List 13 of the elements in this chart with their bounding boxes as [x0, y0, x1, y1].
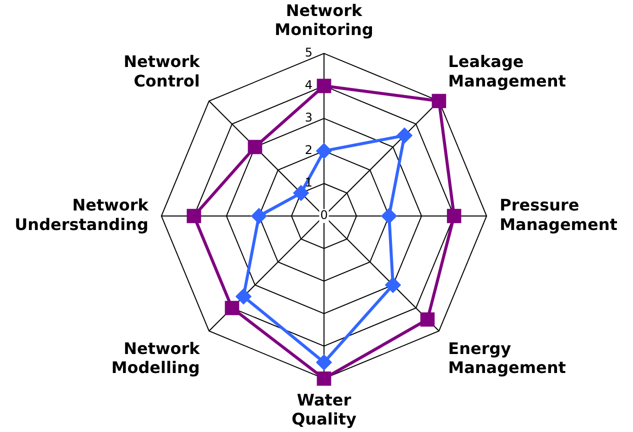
spoke-label: Leakage Management — [448, 52, 566, 90]
spoke-label: Network Monitoring — [274, 0, 374, 39]
spoke-label: Water Quality — [292, 390, 357, 429]
spoke-label: Network Control — [124, 52, 200, 90]
y-tick-label: 4 — [304, 78, 344, 92]
y-tick-label: 5 — [304, 46, 344, 60]
y-tick-label: 0 — [320, 208, 328, 222]
y-tick-label: 3 — [304, 110, 344, 125]
spoke-label: Network Modelling — [111, 338, 200, 378]
y-tick-label: 2 — [304, 143, 344, 158]
spoke-label: Pressure Management — [500, 196, 618, 234]
spoke-label: Network Understanding — [14, 196, 149, 234]
spoke-label: Energy Management — [448, 338, 566, 378]
